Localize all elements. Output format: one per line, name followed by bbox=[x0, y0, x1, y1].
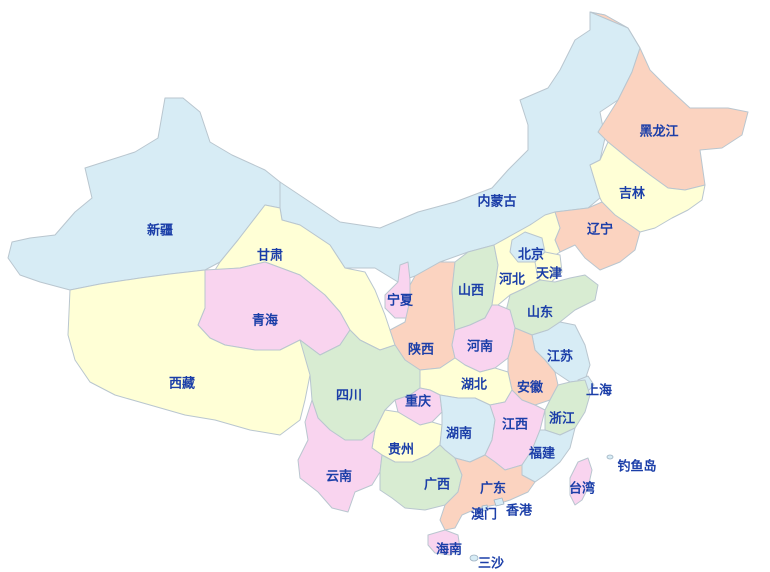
label-fujian: 福建 bbox=[528, 446, 556, 462]
label-diaoyudao: 钓鱼岛 bbox=[617, 459, 657, 475]
label-shanxi: 山西 bbox=[457, 283, 485, 299]
province-xianggang[interactable] bbox=[493, 497, 505, 507]
province-zhejiang[interactable] bbox=[544, 379, 591, 436]
province-fujian[interactable] bbox=[521, 427, 576, 483]
label-hubei: 湖北 bbox=[460, 377, 488, 393]
label-sansha: 三沙 bbox=[477, 556, 505, 572]
label-taiwan: 台湾 bbox=[568, 481, 596, 497]
province-aomen[interactable] bbox=[481, 504, 489, 512]
label-heilongjiang: 黑龙江 bbox=[639, 124, 679, 140]
province-sansha[interactable] bbox=[469, 554, 479, 562]
label-neimenggu: 内蒙古 bbox=[477, 194, 517, 210]
province-yunnan[interactable] bbox=[297, 399, 383, 513]
province-diaoyudao[interactable] bbox=[606, 454, 614, 460]
label-guangdong: 广东 bbox=[479, 481, 507, 497]
label-henan: 河南 bbox=[466, 339, 494, 355]
label-zhejiang: 浙江 bbox=[548, 411, 576, 427]
province-tianjin[interactable] bbox=[534, 251, 563, 286]
label-shanghai: 上海 bbox=[585, 383, 613, 399]
label-guizhou: 贵州 bbox=[387, 442, 415, 458]
label-shandong: 山东 bbox=[526, 305, 554, 321]
province-jilin[interactable] bbox=[589, 141, 706, 233]
label-anhui: 安徽 bbox=[516, 380, 544, 396]
label-shaanxi: 陕西 bbox=[407, 342, 435, 358]
label-jiangxi: 江西 bbox=[501, 417, 529, 433]
label-hebei: 河北 bbox=[498, 272, 526, 288]
label-chongqing: 重庆 bbox=[404, 394, 432, 410]
label-gansu: 甘肃 bbox=[256, 248, 284, 264]
label-aomen: 澳门 bbox=[470, 507, 498, 523]
label-ningxia: 宁夏 bbox=[386, 293, 414, 309]
province-taiwan[interactable] bbox=[569, 457, 593, 506]
label-yunnan: 云南 bbox=[325, 469, 353, 485]
label-jiangsu: 江苏 bbox=[546, 349, 574, 365]
label-guangxi: 广西 bbox=[423, 477, 451, 493]
province-hainan[interactable] bbox=[427, 529, 461, 556]
province-heilongjiang[interactable] bbox=[589, 11, 749, 191]
label-sichuan: 四川 bbox=[335, 388, 363, 404]
label-hunan: 湖南 bbox=[445, 426, 473, 442]
label-tianjin: 天津 bbox=[535, 266, 563, 282]
label-xianggang: 香港 bbox=[505, 503, 533, 519]
label-qinghai: 青海 bbox=[251, 313, 279, 329]
label-jilin: 吉林 bbox=[618, 186, 646, 202]
label-xizang: 西藏 bbox=[168, 376, 196, 392]
label-xinjiang: 新疆 bbox=[146, 223, 174, 239]
label-beijing: 北京 bbox=[517, 247, 545, 263]
label-hainan: 海南 bbox=[435, 542, 463, 558]
label-liaoning: 辽宁 bbox=[586, 222, 614, 238]
